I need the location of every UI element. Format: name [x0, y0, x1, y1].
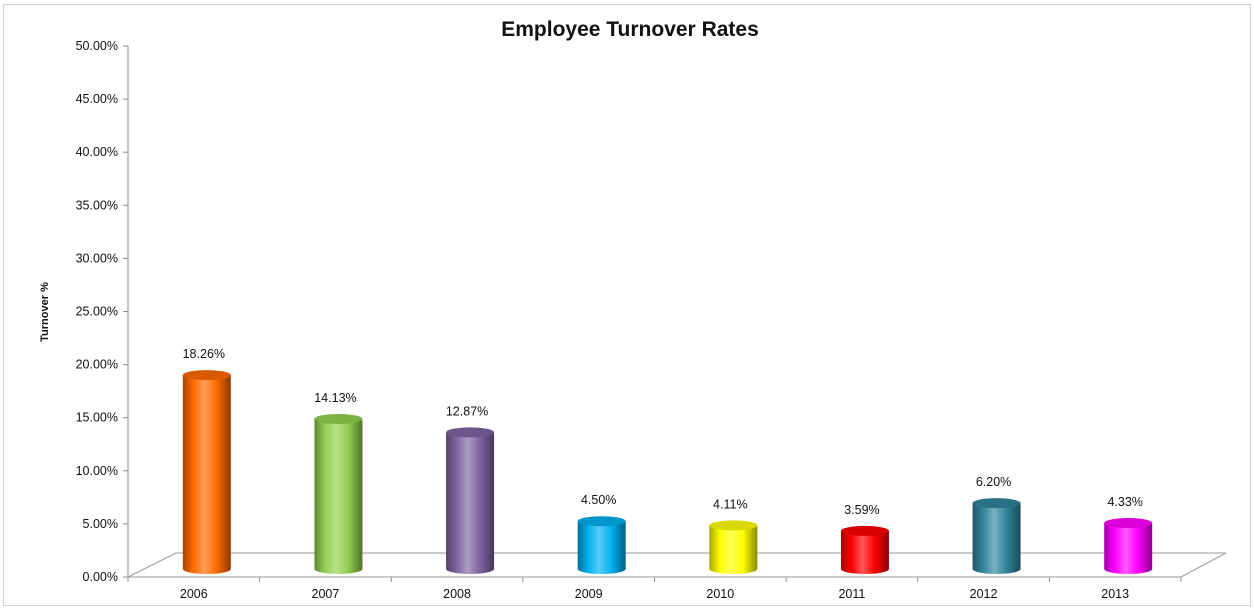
- y-tick-label: 45.00%: [76, 92, 118, 106]
- data-label: 12.87%: [446, 404, 488, 418]
- data-label: 18.26%: [183, 347, 225, 361]
- y-tick-label: 5.00%: [83, 517, 118, 531]
- y-tick-label: 20.00%: [76, 358, 118, 372]
- y-tick-label: 50.00%: [76, 39, 118, 53]
- bar-2007: 14.13%: [314, 391, 363, 574]
- data-label: 4.50%: [581, 493, 616, 507]
- x-tick-label: 2010: [706, 587, 734, 601]
- bar-2006: 18.26%: [183, 347, 231, 574]
- bars: 18.26% 14.13% 12.87% 4.50% 4.11% 3.59% 6.20% 4.…: [183, 347, 1153, 574]
- x-tick-label: 2009: [575, 587, 603, 601]
- y-tick-label: 0.00%: [83, 570, 118, 584]
- axes: 0.00% 5.00% 10.00% 15.00% 20.00% 25.00% 30.00%…: [76, 39, 1227, 601]
- bar-top: [1104, 518, 1153, 529]
- x-tick-label: 2006: [180, 587, 208, 601]
- chart-title: Employee Turnover Rates: [501, 18, 759, 41]
- bar-top: [314, 413, 363, 424]
- data-label: 3.59%: [844, 503, 879, 517]
- y-tick-label: 30.00%: [76, 251, 118, 265]
- x-tick-label: 2011: [838, 587, 865, 601]
- bar-body: [840, 530, 889, 574]
- bar-body: [709, 525, 758, 574]
- bar-top: [709, 520, 758, 531]
- bar-body: [577, 521, 626, 574]
- bar-body: [972, 503, 1021, 574]
- y-tick-label: 35.00%: [76, 198, 118, 212]
- bar-2012: 6.20%: [972, 475, 1021, 574]
- bar-top: [840, 525, 889, 536]
- y-tick-label: 15.00%: [76, 411, 118, 425]
- y-axis-label: Turnover %: [39, 282, 51, 342]
- bar-top: [182, 370, 231, 381]
- bar-body: [182, 375, 231, 574]
- x-tick-label: 2008: [443, 587, 471, 601]
- data-label: 6.20%: [976, 475, 1011, 489]
- x-tick-label: 2012: [970, 587, 998, 601]
- bar-body: [314, 418, 363, 574]
- bar-2008: 12.87%: [446, 404, 495, 574]
- x-tick-label: 2013: [1101, 587, 1129, 601]
- data-label: 14.13%: [314, 391, 356, 405]
- x-tick-label: 2007: [312, 587, 340, 601]
- bar-body: [446, 432, 495, 574]
- data-label: 4.11%: [713, 497, 748, 511]
- bar-body: [1104, 523, 1153, 574]
- floor-plane: [127, 552, 1227, 578]
- bar-2013: 4.33%: [1104, 495, 1153, 574]
- bar-top: [446, 427, 495, 438]
- bar-2009: 4.50%: [577, 493, 626, 574]
- y-tick-label: 40.00%: [76, 145, 118, 159]
- bar-top: [577, 516, 626, 527]
- data-label: 4.33%: [1107, 495, 1142, 509]
- bar-top: [972, 498, 1021, 509]
- bar-2010: 4.11%: [709, 497, 758, 574]
- bar-2011: 3.59%: [840, 503, 889, 574]
- y-tick-label: 25.00%: [76, 305, 118, 319]
- y-tick-label: 10.00%: [76, 464, 118, 478]
